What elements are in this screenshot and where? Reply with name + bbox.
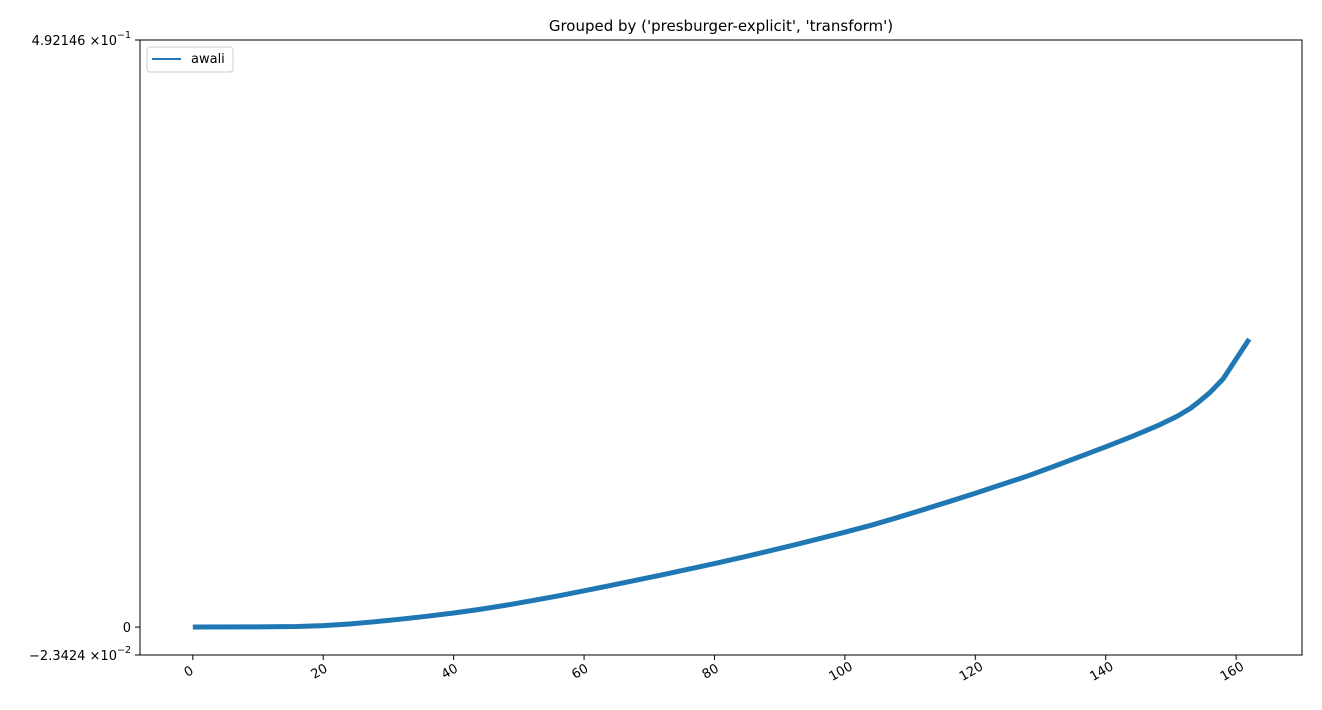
y-tick-label: −2.3424 ×10−2 bbox=[29, 645, 131, 664]
legend: awali bbox=[146, 46, 234, 73]
y-tick-label: 4.92146 ×10−1 bbox=[32, 30, 131, 49]
x-tick-label: 60 bbox=[569, 661, 591, 682]
axes-frame bbox=[139, 39, 1303, 656]
series-line-awali bbox=[192, 337, 1252, 630]
x-axis: 0 20 40 60 80 100 120 140 160 bbox=[182, 655, 1247, 685]
chart-title: Grouped by ('presburger-explicit', 'tran… bbox=[549, 17, 893, 35]
legend-label-awali: awali bbox=[191, 52, 225, 67]
x-tick-label: 20 bbox=[309, 661, 331, 682]
x-tick-label: 80 bbox=[700, 661, 722, 682]
series-layer bbox=[192, 337, 1252, 630]
x-tick-label: 40 bbox=[439, 661, 461, 682]
y-tick-label: 0 bbox=[123, 621, 131, 636]
y-axis: 4.92146 ×10−1 0 −2.3424 ×10−2 bbox=[29, 30, 140, 664]
axes-background bbox=[140, 40, 1302, 655]
plot-area bbox=[140, 40, 1302, 655]
legend-frame bbox=[146, 46, 234, 73]
